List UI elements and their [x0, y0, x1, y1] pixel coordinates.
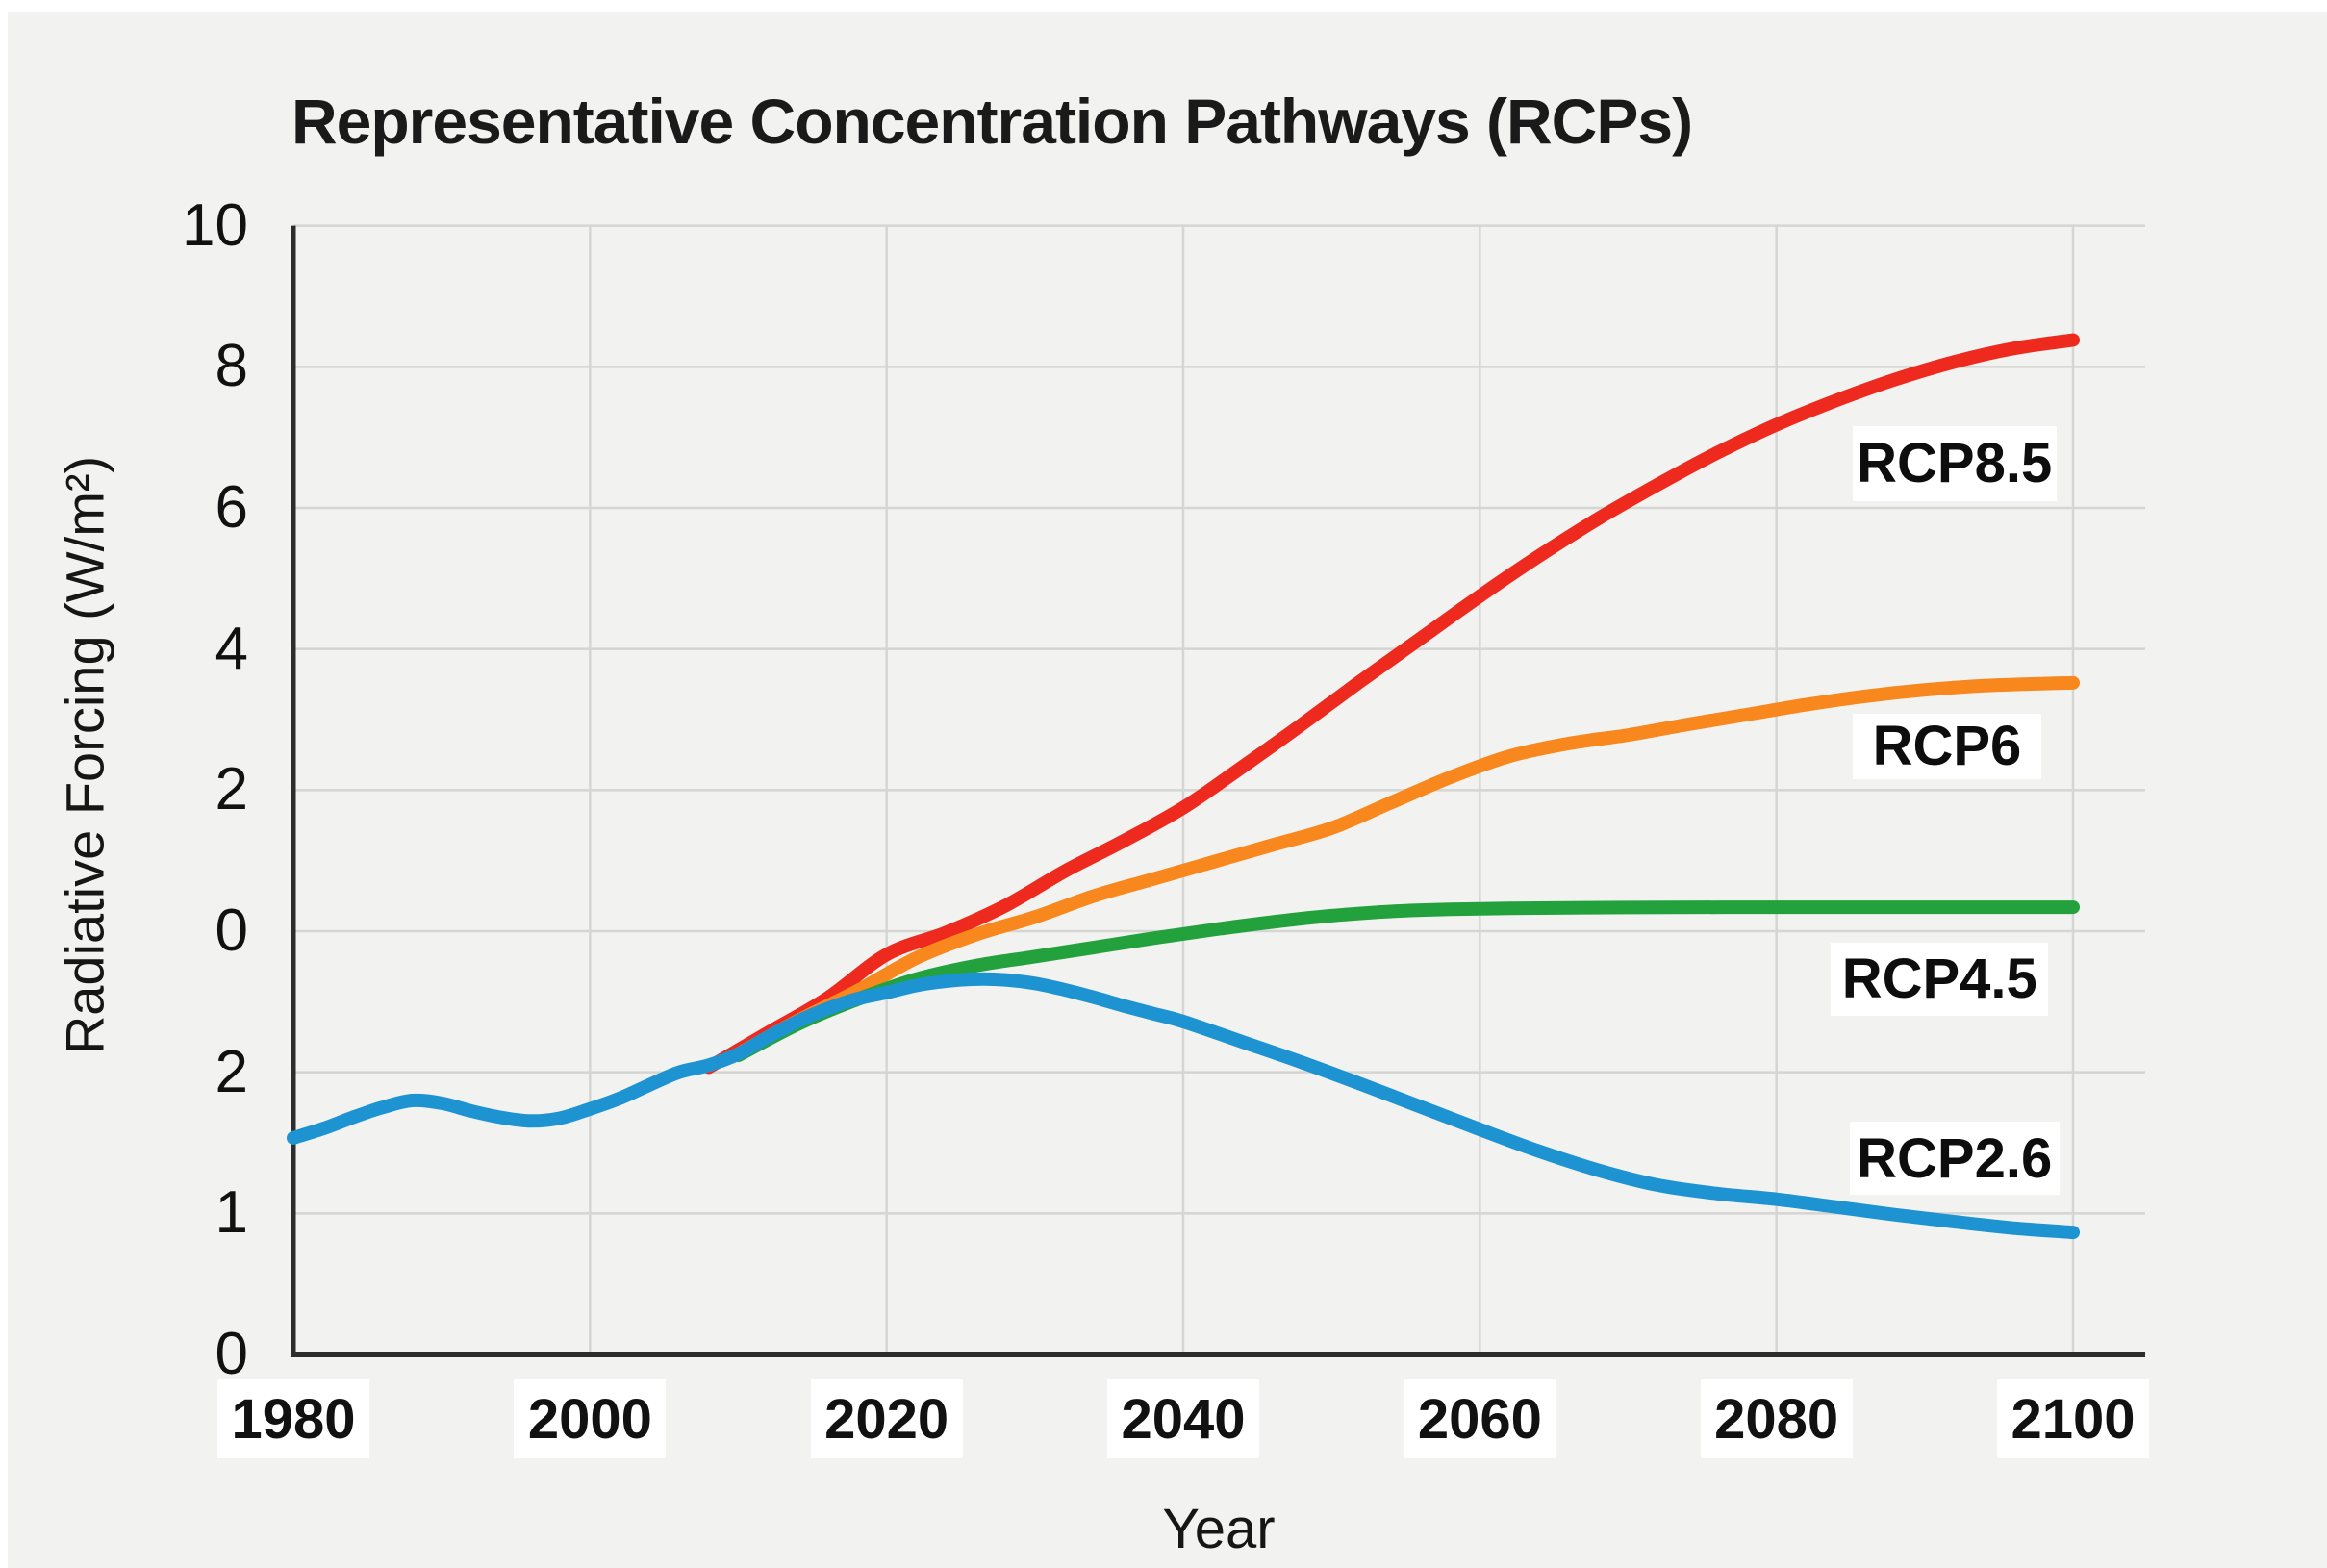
x-tick-label: 1980	[217, 1379, 369, 1458]
y-tick-label: 1	[215, 1179, 248, 1247]
x-tick-label: 2000	[514, 1379, 667, 1458]
x-axis-title: Year	[1162, 1498, 1276, 1560]
x-tick-label: 2080	[1700, 1379, 1853, 1458]
x-tick-label: 2060	[1404, 1379, 1556, 1458]
x-tick-label: 2020	[810, 1379, 963, 1458]
y-tick-label: 6	[215, 474, 248, 541]
series-label-rcp6: RCP6	[1852, 713, 2041, 779]
x-tick-label: 2040	[1107, 1379, 1259, 1458]
series-line-rcp6	[731, 675, 2080, 1061]
series-line-rcp85	[701, 333, 2080, 1075]
y-tick-label: 2	[215, 1038, 248, 1105]
y-tick-label: 0	[215, 898, 248, 964]
series-label-rcp26: RCP2.6	[1849, 1122, 2060, 1196]
y-tick-label: 2	[215, 756, 248, 823]
y-tick-label: 4	[215, 615, 248, 682]
y-tick-label: 10	[182, 191, 248, 259]
x-tick-label: 2100	[1997, 1379, 2149, 1458]
series-label-rcp45: RCP4.5	[1831, 942, 2049, 1016]
series-label-rcp85: RCP8.5	[1852, 425, 2057, 501]
y-tick-label: 8	[215, 333, 248, 400]
series-line-rcp26	[287, 972, 2080, 1240]
chart-title: Representative Concentration Pathways (R…	[291, 86, 1693, 157]
y-tick-label: 0	[215, 1320, 248, 1387]
